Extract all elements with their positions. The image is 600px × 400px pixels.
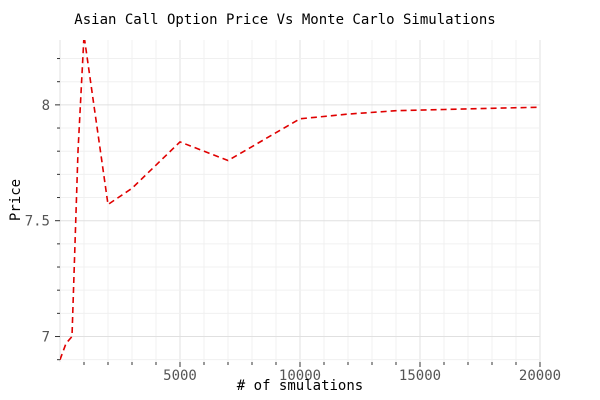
y-tick-label: 7.5 bbox=[25, 214, 50, 230]
plot-area bbox=[60, 40, 540, 360]
series-line bbox=[60, 40, 540, 360]
x-tick-label: 10000 bbox=[279, 368, 321, 384]
chart-title: Asian Call Option Price Vs Monte Carlo S… bbox=[74, 12, 495, 28]
y-axis: 77.58 bbox=[25, 58, 60, 361]
x-axis-label: # of smulations bbox=[237, 378, 363, 394]
x-tick-label: 15000 bbox=[399, 368, 441, 384]
grid bbox=[59, 40, 541, 362]
x-tick-label: 20000 bbox=[519, 368, 561, 384]
y-tick-label: 8 bbox=[42, 98, 50, 114]
x-tick-label: 5000 bbox=[163, 368, 197, 384]
x-axis: 5000 10000 15000 20000 bbox=[83, 362, 561, 384]
y-axis-label: Price bbox=[8, 179, 24, 221]
y-tick-label: 7 bbox=[42, 330, 50, 346]
